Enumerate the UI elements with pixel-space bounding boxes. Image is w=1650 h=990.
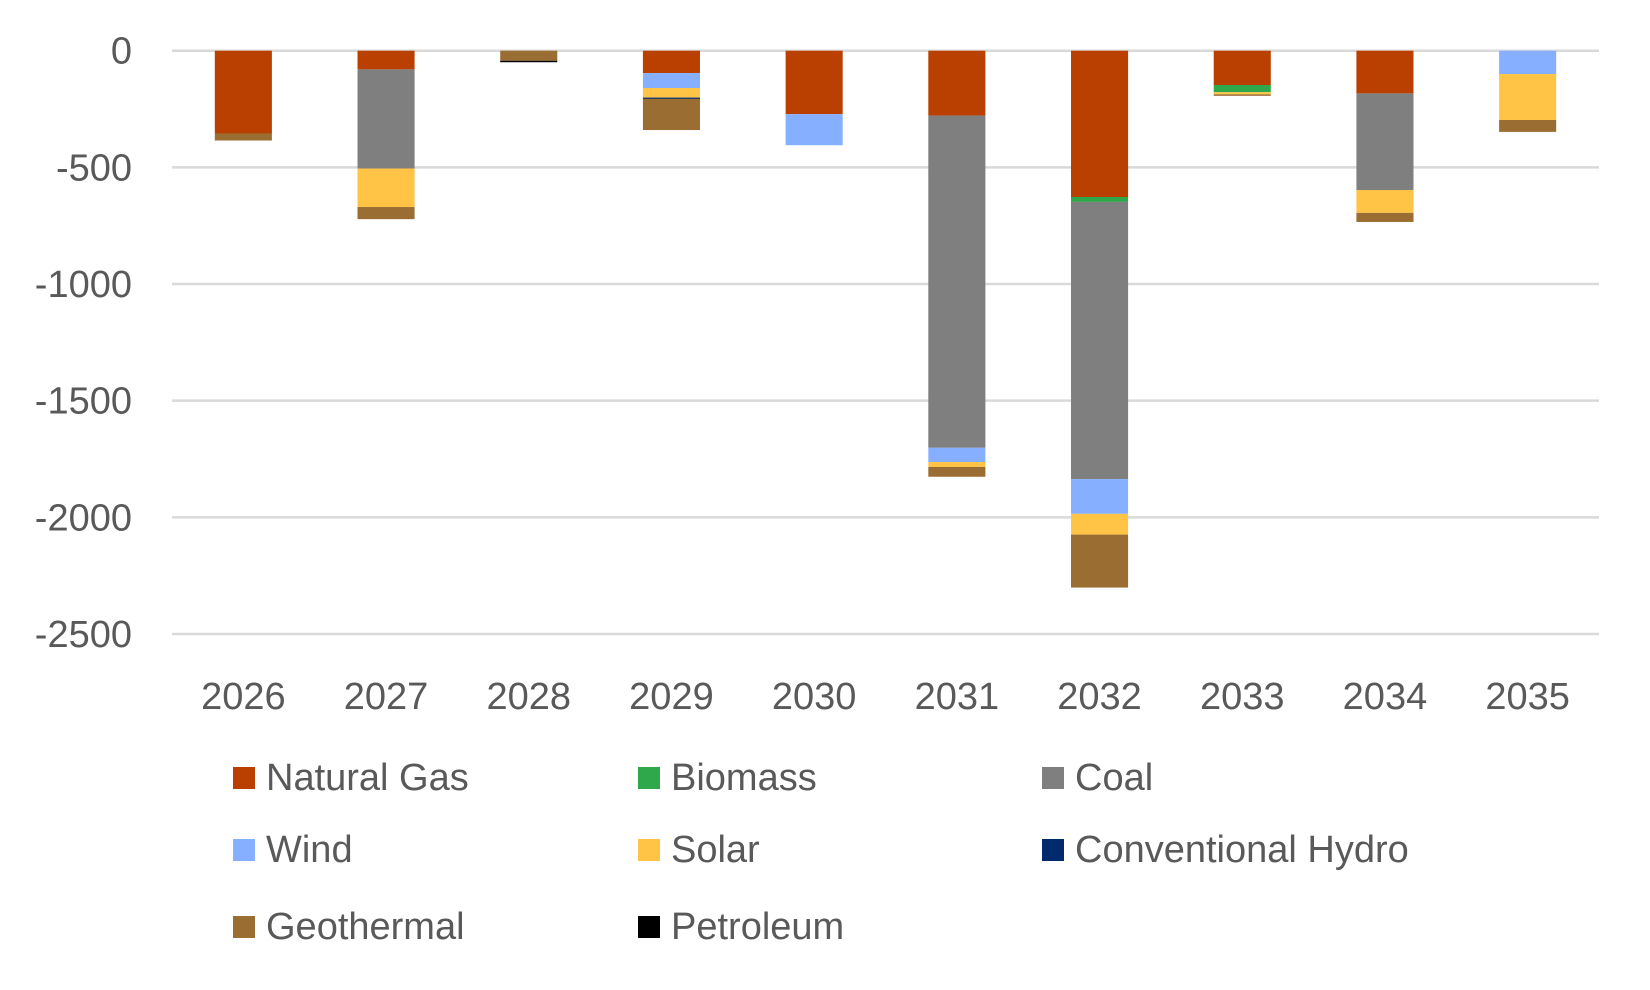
bar-stack-2034: [1356, 50, 1414, 222]
bar-segment-natural-gas: [928, 50, 986, 116]
legend-item-conventional-hydro: Conventional Hydro: [1042, 825, 1409, 875]
legend-swatch: [1042, 767, 1064, 789]
bar-segment-coal: [928, 115, 986, 448]
bar-segment-wind: [1071, 479, 1129, 514]
y-tick-label: -1000: [35, 264, 132, 306]
x-tick-label: 2026: [201, 676, 286, 718]
bar-segment-geothermal: [500, 50, 558, 61]
bar-segment-coal: [357, 69, 415, 169]
y-axis-tick-labels: 0 -500 -1000 -1500 -2000 -2500: [35, 31, 132, 656]
legend-item-natural-gas: Natural Gas: [233, 753, 469, 803]
bar-segment-geothermal: [1499, 119, 1557, 132]
bar-segment-natural-gas: [1071, 50, 1129, 197]
bar-stack-2033: [1213, 50, 1271, 96]
legend-label: Petroleum: [671, 906, 845, 948]
bar-segment-biomass: [1213, 84, 1271, 93]
legend-item-solar: Solar: [638, 825, 760, 875]
legend-swatch: [638, 839, 660, 861]
legend-label: Solar: [671, 829, 760, 871]
bar-segment-geothermal: [1213, 94, 1271, 96]
bar-segment-wind: [642, 73, 700, 89]
legend-item-biomass: Biomass: [638, 753, 817, 803]
legend-label: Geothermal: [266, 906, 465, 948]
x-tick-label: 2031: [915, 676, 1000, 718]
y-tick-label: 0: [111, 31, 132, 73]
x-tick-label: 2032: [1057, 676, 1142, 718]
legend-item-coal: Coal: [1042, 753, 1153, 803]
legend-label: Natural Gas: [266, 757, 469, 799]
bar-stack-2035: [1499, 50, 1557, 132]
y-tick-label: -2500: [35, 614, 132, 656]
bar-segment-geothermal: [642, 98, 700, 131]
x-tick-label: 2029: [629, 676, 714, 718]
bar-segment-solar: [357, 168, 415, 208]
legend-swatch: [1042, 839, 1064, 861]
bar-segment-biomass: [1071, 196, 1129, 202]
x-tick-label: 2033: [1200, 676, 1285, 718]
bar-segment-coal: [1071, 201, 1129, 480]
legend-item-wind: Wind: [233, 825, 353, 875]
bar-segment-natural-gas: [1213, 50, 1271, 85]
bar-segment-geothermal: [928, 466, 986, 477]
legend-label: Coal: [1075, 757, 1154, 799]
x-tick-label: 2028: [486, 676, 571, 718]
y-tick-label: -500: [56, 147, 132, 189]
bar-stack-2027: [357, 50, 415, 220]
bar-stacks: [214, 50, 1557, 588]
bar-segment-geothermal: [1071, 534, 1129, 588]
bar-segment-geothermal: [1356, 212, 1414, 222]
bar-segment-coal: [1356, 93, 1414, 190]
legend-label: Wind: [266, 829, 353, 871]
bar-segment-solar: [928, 462, 986, 467]
legend-swatch: [638, 767, 660, 789]
bar-segment-geothermal: [357, 207, 415, 220]
bar-segment-geothermal: [214, 133, 272, 141]
bar-segment-solar: [1499, 74, 1557, 120]
bar-segment-solar: [1213, 92, 1271, 95]
x-tick-label: 2030: [772, 676, 857, 718]
legend-label: Conventional Hydro: [1075, 829, 1409, 871]
bar-segment-natural-gas: [357, 50, 415, 70]
bar-segment-wind: [928, 447, 986, 463]
bar-segment-solar: [642, 88, 700, 98]
legend-swatch: [233, 767, 255, 789]
bar-segment-wind: [785, 114, 843, 146]
legend-item-petroleum: Petroleum: [638, 902, 844, 952]
bar-segment-petroleum: [500, 60, 558, 63]
x-tick-label: 2027: [344, 676, 429, 718]
legend-swatch: [233, 839, 255, 861]
bar-segment-solar: [1071, 513, 1129, 535]
bar-stack-2028: [500, 50, 558, 63]
bar-stack-2030: [785, 50, 843, 146]
bar-stack-2032: [1071, 50, 1129, 588]
bar-segment-natural-gas: [214, 50, 272, 134]
bar-stack-2031: [928, 50, 986, 477]
y-tick-label: -2000: [35, 497, 132, 539]
y-tick-label: -1500: [35, 381, 132, 423]
legend-swatch: [233, 916, 255, 938]
bar-segment-conventional-hydro: [642, 97, 700, 100]
x-tick-label: 2035: [1485, 676, 1570, 718]
bar-stack-2029: [642, 50, 700, 131]
bar-segment-natural-gas: [785, 50, 843, 115]
bar-segment-wind: [1499, 50, 1557, 75]
legend-item-geothermal: Geothermal: [233, 902, 465, 952]
bar-stack-2026: [214, 50, 272, 141]
x-tick-label: 2034: [1343, 676, 1428, 718]
legend-swatch: [638, 916, 660, 938]
bar-segment-natural-gas: [1356, 50, 1414, 94]
bar-segment-natural-gas: [642, 50, 700, 74]
bar-segment-solar: [1356, 189, 1414, 213]
x-axis-tick-labels: 2026 2027 2028 2029 2030 2031 2032 2033 2034 2035: [201, 676, 1570, 718]
legend-label: Biomass: [671, 757, 817, 799]
